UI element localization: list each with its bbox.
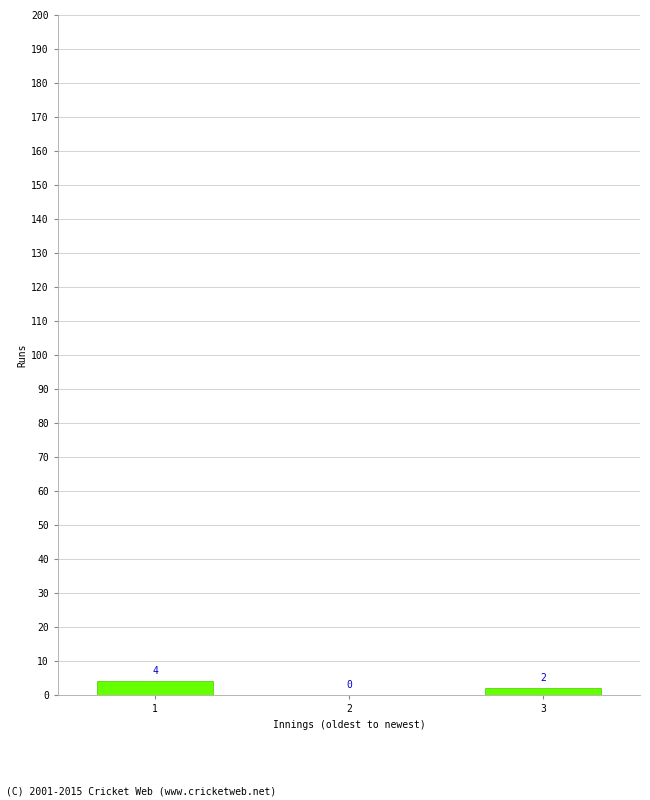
Text: 2: 2	[540, 673, 546, 683]
Y-axis label: Runs: Runs	[17, 343, 27, 366]
X-axis label: Innings (oldest to newest): Innings (oldest to newest)	[272, 719, 425, 730]
Text: 0: 0	[346, 680, 352, 690]
Text: (C) 2001-2015 Cricket Web (www.cricketweb.net): (C) 2001-2015 Cricket Web (www.cricketwe…	[6, 786, 277, 796]
Bar	[485, 688, 601, 695]
Bar	[97, 682, 213, 695]
Text: 4: 4	[152, 666, 158, 676]
